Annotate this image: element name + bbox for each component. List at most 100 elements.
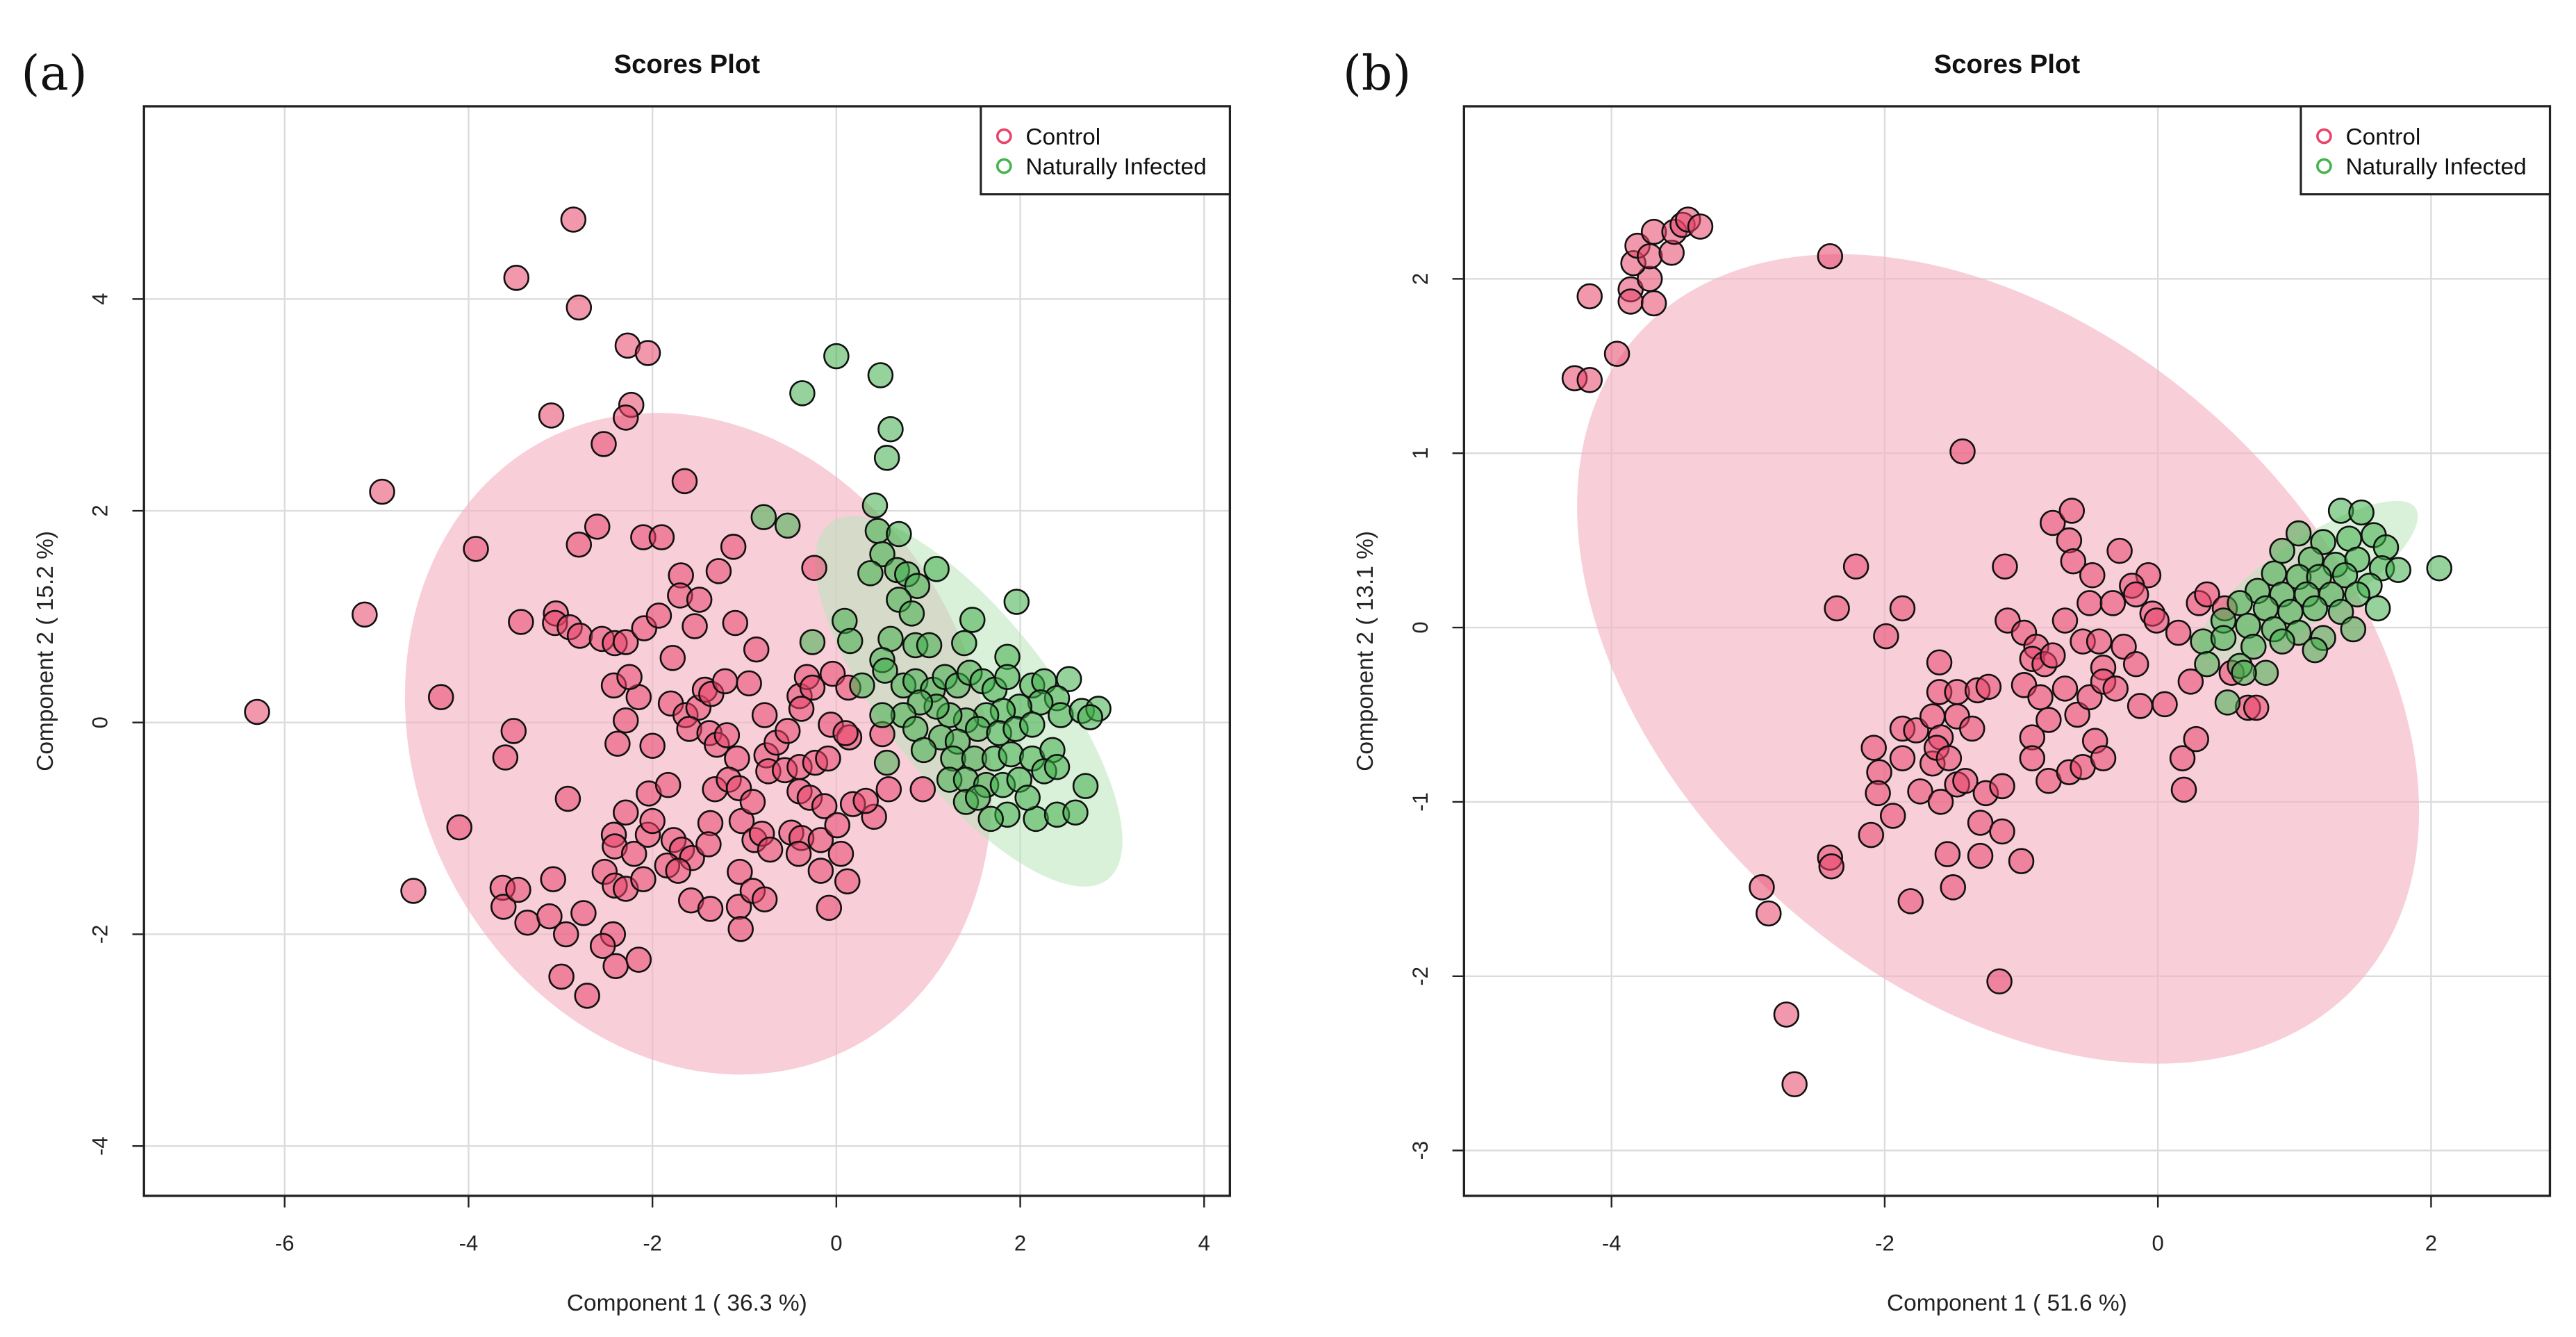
control-point: [613, 629, 639, 655]
control-point: [1934, 841, 1961, 867]
y-tick-label: -2: [1408, 967, 1433, 986]
infected-point: [886, 520, 912, 548]
y-tick-label: -4: [88, 1136, 113, 1156]
control-point: [536, 903, 563, 930]
control-point: [2051, 675, 2079, 702]
infected-point: [994, 664, 1021, 690]
control-point: [1817, 243, 1844, 270]
infected-point: [1014, 785, 1041, 811]
y-tick-label: 1: [1408, 448, 1433, 459]
control-point: [1989, 773, 2015, 800]
control-point: [1781, 1071, 1808, 1098]
infected-point: [964, 716, 991, 742]
control-point: [540, 866, 566, 893]
control-point: [1927, 789, 1954, 815]
control-point: [2008, 848, 2035, 874]
x-tick-label: -4: [1602, 1231, 1621, 1256]
control-point: [625, 946, 652, 973]
infected-point: [873, 749, 900, 776]
legend-entry-naturally-infected: Naturally Infected: [1025, 154, 1206, 180]
infected-point: [2348, 499, 2375, 526]
x-tick-label: 0: [830, 1231, 842, 1256]
control-point: [1749, 874, 1775, 901]
infected-point: [836, 628, 864, 655]
control-point: [2122, 581, 2149, 608]
plot-frame: [1462, 105, 2552, 1197]
control-point: [816, 894, 843, 921]
control-point: [2169, 745, 2196, 771]
control-point: [2090, 745, 2117, 771]
infected-point: [861, 492, 889, 519]
infected-point: [1043, 753, 1071, 780]
control-point: [785, 840, 812, 867]
axes: -4 -2 0 2 -3 -2 -1 0 1 2: [1408, 105, 2552, 1256]
control-point: [505, 876, 531, 903]
x-tick-label: -6: [275, 1231, 295, 1256]
infected-point: [823, 343, 850, 370]
panel-label: (b): [1343, 46, 1411, 101]
control-point: [1576, 283, 1603, 310]
legend-entry-control: Control: [1025, 124, 1100, 150]
control-point: [1958, 715, 1985, 742]
control-point: [2127, 693, 2154, 719]
infected-point: [904, 573, 931, 599]
plot-frame: [142, 105, 1232, 1197]
legend: Control Naturally Infected: [2300, 105, 2552, 196]
control-point: [1926, 649, 1953, 675]
infected-point: [2331, 562, 2359, 589]
control-point: [503, 265, 530, 291]
x-tick-label: 0: [2152, 1231, 2164, 1256]
control-point: [743, 636, 770, 663]
control-point: [774, 718, 801, 744]
control-point: [514, 909, 540, 936]
control-point: [1865, 780, 1891, 807]
control-point: [2165, 619, 2192, 646]
control-point: [352, 601, 378, 628]
control-point: [1992, 553, 2018, 580]
infected-point: [2285, 520, 2312, 547]
control-point: [834, 868, 861, 895]
control-point: [807, 827, 834, 853]
legend-infected-marker-icon: [996, 158, 1012, 174]
control-point: [1842, 553, 1869, 580]
infected-point: [869, 702, 895, 728]
infected-point: [951, 630, 977, 657]
legend-entry-control: Control: [2345, 124, 2420, 150]
x-tick-label: -2: [643, 1231, 662, 1256]
legend: Control Naturally Infected: [980, 105, 1231, 196]
control-point: [811, 793, 838, 819]
control-point: [1879, 803, 1906, 829]
control-point: [616, 664, 643, 690]
infected-point: [849, 672, 875, 699]
control-point: [369, 478, 395, 505]
control-point: [648, 524, 675, 550]
control-point: [2183, 725, 2209, 753]
control-point: [604, 730, 631, 757]
legend-box: [980, 105, 1231, 196]
control-point: [751, 886, 778, 912]
panel-b: (b) Scores Plot Component 1 ( 51.6 %) Co…: [1343, 46, 2552, 1316]
control-point: [1935, 745, 1963, 771]
infected-point: [910, 737, 937, 764]
panel-label: (a): [21, 46, 87, 101]
data-points: [244, 206, 1112, 1009]
control-point: [446, 814, 472, 841]
control-point: [1967, 810, 1994, 836]
control-point: [1603, 341, 1630, 367]
control-point: [634, 340, 661, 366]
control-point: [2102, 675, 2129, 702]
control-point: [654, 771, 682, 798]
control-point: [2040, 509, 2066, 536]
control-point: [2177, 668, 2204, 695]
control-point: [736, 670, 762, 697]
control-point: [720, 534, 747, 560]
control-point: [584, 514, 611, 540]
legend-box: [2300, 105, 2552, 196]
control-point: [757, 836, 784, 863]
control-point: [788, 696, 815, 722]
control-point: [2143, 607, 2170, 634]
control-point: [548, 963, 575, 990]
control-point: [2056, 527, 2083, 554]
control-point: [671, 468, 698, 495]
